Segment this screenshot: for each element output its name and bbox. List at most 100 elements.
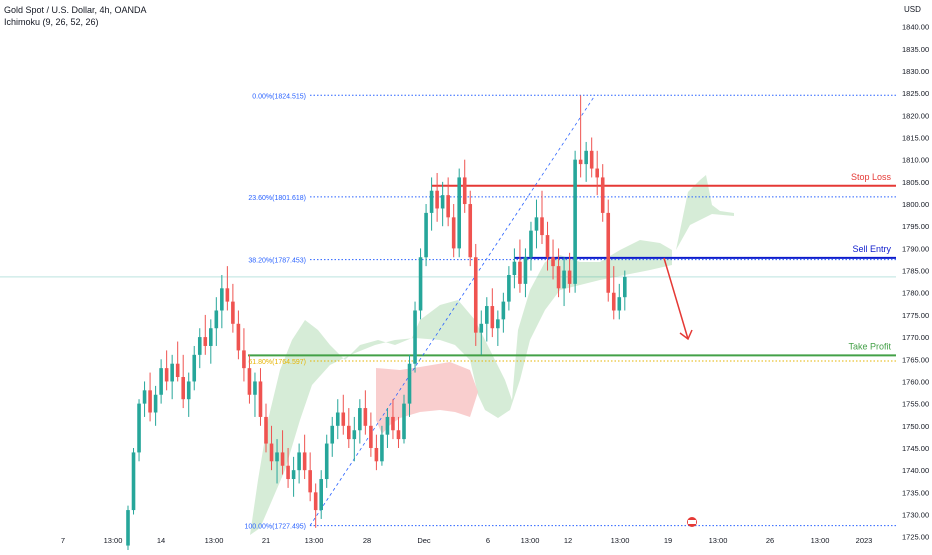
x-tick-label: 28 (363, 536, 371, 545)
x-tick-label: 6 (486, 536, 490, 545)
candle-body (291, 470, 296, 480)
candle-body (429, 190, 434, 213)
y-tick-label: 1795.00 (902, 222, 929, 231)
candle-body (159, 368, 163, 395)
candle-body (385, 416, 390, 435)
candle-body (462, 177, 467, 205)
candle-body (600, 177, 605, 213)
projection-arrowhead (679, 329, 693, 341)
price-axis-bg (896, 0, 932, 550)
candle-body (545, 235, 550, 258)
y-tick-label: 1755.00 (902, 400, 929, 409)
y-tick-label: 1785.00 (902, 267, 929, 276)
candle-body (391, 416, 395, 431)
candle-body (341, 412, 346, 426)
x-tick-label: 13:00 (811, 536, 830, 545)
candle-body (347, 425, 351, 440)
candle-body (567, 270, 572, 284)
y-tick-label: 1775.00 (902, 311, 929, 320)
candle-body (137, 403, 141, 453)
candle-body (573, 159, 577, 284)
candle-body (181, 377, 185, 400)
candle-body (231, 301, 235, 324)
candle-body (214, 310, 219, 329)
symbol-title: Gold Spot / U.S. Dollar, 4h, OANDA (4, 5, 147, 15)
candle-body (352, 430, 357, 440)
candle-body (435, 190, 439, 209)
level-name: Stop Loss (851, 172, 892, 182)
candle-body (335, 412, 340, 426)
candle-body (297, 452, 301, 471)
cloud-bullish-future (676, 175, 734, 250)
candle-body (396, 430, 401, 440)
annotations (663, 257, 697, 527)
candle-body (253, 381, 257, 395)
fib-trend-line (309, 95, 596, 526)
y-tick-label: 1760.00 (902, 377, 929, 386)
y-tick-label: 1810.00 (902, 156, 929, 165)
x-tick-label: 13:00 (709, 536, 728, 545)
candle-body (617, 297, 622, 311)
chart-header: Gold Spot / U.S. Dollar, 4h, OANDA Ichim… (4, 4, 147, 28)
candle-body (424, 212, 428, 258)
candle-body (330, 425, 335, 444)
candle-body (468, 204, 473, 258)
y-tick-label: 1805.00 (902, 178, 929, 187)
x-tick-label: 19 (664, 536, 672, 545)
candle-body (523, 257, 528, 284)
fib-label: 100.00%(1727.495) (245, 524, 307, 531)
candle-body (186, 381, 191, 400)
candle-body (507, 275, 511, 302)
level-name: Take Profit (848, 341, 891, 351)
candle-body (518, 261, 522, 284)
candle-body (324, 443, 329, 480)
y-tick-label: 1835.00 (902, 45, 929, 54)
candle-body (540, 217, 544, 236)
y-tick-label: 1790.00 (902, 244, 929, 253)
candle-body (225, 288, 230, 302)
candle-body (363, 408, 368, 426)
candle-body (319, 479, 323, 511)
time-axis: 7 13:00 14 13:00 21 13:00 28 Dec 6 13:00 12 13:00 19… (61, 536, 872, 545)
candle-body (556, 266, 561, 289)
candle-body (551, 257, 555, 267)
candle-body (175, 363, 180, 378)
candle-body (457, 177, 461, 249)
fib-label: 0.00%(1824.515) (252, 93, 306, 100)
x-tick-label: 2023 (856, 536, 873, 545)
y-tick-label: 1750.00 (902, 422, 929, 431)
candle-body (589, 150, 594, 169)
candle-body (623, 276, 627, 298)
candle-body (446, 195, 450, 218)
candle-body (413, 310, 417, 364)
event-flag-icon-inner (688, 520, 696, 524)
y-tick-label: 1840.00 (902, 23, 929, 32)
candle-body (142, 390, 147, 404)
cloud-bearish (376, 362, 478, 434)
candle-body (562, 270, 566, 289)
candle-body (209, 328, 213, 346)
y-tick-label: 1730.00 (902, 511, 929, 520)
x-tick-label: 13:00 (104, 536, 123, 545)
candle-body (203, 337, 208, 346)
candle-body (479, 323, 484, 333)
candle-body (501, 301, 506, 320)
candle-body (374, 447, 379, 462)
candle-body (313, 492, 318, 511)
candle-body (126, 510, 130, 546)
y-tick-label: 1800.00 (902, 200, 929, 209)
candle-body (440, 195, 445, 209)
x-tick-label: 13:00 (205, 536, 224, 545)
y-tick-label: 1745.00 (902, 444, 929, 453)
candle-body (308, 470, 312, 493)
y-tick-label: 1820.00 (902, 111, 929, 120)
y-tick-label: 1740.00 (902, 466, 929, 475)
indicator-label: Ichimoku (9, 26, 52, 26) (4, 17, 99, 27)
candle-body (302, 452, 307, 471)
currency-label: USD (904, 5, 921, 14)
candle-body (473, 257, 478, 333)
candle-body (512, 261, 517, 275)
y-tick-label: 1770.00 (902, 333, 929, 342)
y-tick-label: 1765.00 (902, 355, 929, 364)
